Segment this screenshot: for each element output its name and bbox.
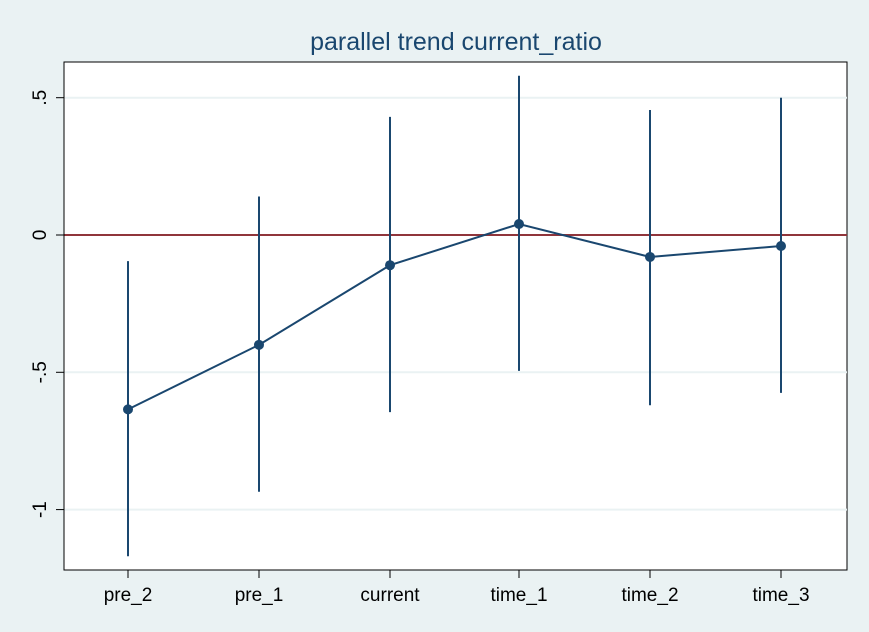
y-tick-label: -.5 [30, 361, 51, 383]
y-tick-label: -1 [30, 501, 51, 518]
data-point [123, 404, 133, 415]
data-point [645, 251, 655, 262]
x-tick-label: time_3 [752, 585, 809, 606]
x-tick-label: time_1 [490, 585, 547, 606]
chart-title: parallel trend current_ratio [310, 28, 602, 56]
x-tick-label: pre_2 [104, 585, 153, 606]
data-point [254, 339, 264, 350]
y-tick-label: 0 [30, 230, 51, 241]
y-axis: .5 0 -.5 -1 [30, 62, 65, 570]
series-line [127, 222, 782, 411]
x-tick-label: time_2 [621, 585, 678, 606]
data-point [776, 240, 786, 251]
data-points [123, 219, 786, 415]
x-tick-label: current [360, 585, 420, 606]
data-point [385, 260, 395, 271]
x-axis: pre_2 pre_1 current time_1 time_2 time_3 [64, 569, 847, 606]
data-point [514, 219, 524, 230]
y-tick-label: .5 [30, 90, 51, 106]
x-tick-label: pre_1 [235, 585, 284, 606]
plot-area [63, 61, 848, 571]
